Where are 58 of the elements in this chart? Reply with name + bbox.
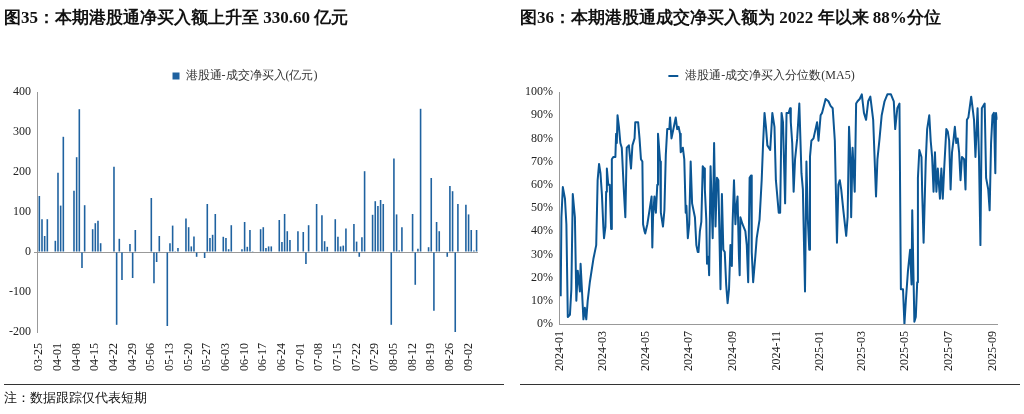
y-tick-label: 40% xyxy=(531,223,553,238)
x-tick-label: 09-02 xyxy=(460,342,475,371)
y-tick-label: 100% xyxy=(525,83,553,98)
x-tick-label: 04-15 xyxy=(87,342,102,371)
y-tick-label: 100 xyxy=(13,203,31,218)
chart-title: 图35：本期港股通净买入额上升至 330.60 亿元 xyxy=(4,8,349,27)
legend-label: 港股通-成交净买入分位数(MA5) xyxy=(685,67,855,82)
x-tick-label: 2025-01 xyxy=(812,330,827,371)
x-tick-label: 2025-05 xyxy=(897,330,912,371)
x-tick-label: 2025-03 xyxy=(853,330,868,371)
y-tick-label: 60% xyxy=(531,176,553,191)
y-tick-label: -200 xyxy=(9,323,31,338)
x-tick-label: 06-17 xyxy=(255,342,270,371)
x-tick-label: 2024-01 xyxy=(552,330,567,371)
y-tick-label: 20% xyxy=(531,269,553,284)
x-tick-label: 07-22 xyxy=(348,342,363,371)
y-tick-label: 300 xyxy=(13,123,31,138)
x-tick-label: 05-06 xyxy=(143,342,158,371)
x-tick-label: 06-10 xyxy=(236,342,251,371)
x-tick-label: 2024-11 xyxy=(768,330,783,371)
x-tick-label: 06-24 xyxy=(274,342,289,371)
y-tick-label: -100 xyxy=(9,283,31,298)
legend-label: 港股通-成交净买入(亿元) xyxy=(185,67,318,82)
text: 注：数据跟踪仅代表短期 xyxy=(4,389,147,405)
x-tick-label: 07-29 xyxy=(367,342,382,371)
x-tick-label: 2024-07 xyxy=(681,330,696,371)
x-tick-label: 05-20 xyxy=(180,342,195,371)
y-tick-label: 80% xyxy=(531,130,553,145)
x-tick-label: 2025-07 xyxy=(940,330,955,371)
x-tick-label: 2024-05 xyxy=(638,330,653,371)
x-tick-label: 06-03 xyxy=(218,342,233,371)
y-tick-label: 200 xyxy=(13,163,31,178)
x-tick-label: 07-15 xyxy=(330,342,345,371)
x-tick-label: 05-13 xyxy=(162,342,177,371)
y-tick-label: 50% xyxy=(531,199,553,214)
y-tick-label: 30% xyxy=(531,246,553,261)
x-tick-label: 03-25 xyxy=(31,342,46,371)
x-tick-label: 07-01 xyxy=(292,342,307,371)
y-tick-label: 90% xyxy=(531,107,553,122)
y-tick-label: 400 xyxy=(13,83,31,98)
x-tick-label: 2025-09 xyxy=(984,330,999,371)
x-tick-label: 2024-03 xyxy=(594,330,609,371)
y-tick-label: 0% xyxy=(537,315,553,330)
x-tick-label: 04-01 xyxy=(50,342,65,371)
x-tick-label: 08-26 xyxy=(442,342,457,371)
x-tick-label: 04-29 xyxy=(124,342,139,371)
y-tick-label: 10% xyxy=(531,292,553,307)
y-tick-label: 70% xyxy=(531,153,553,168)
x-tick-label: 05-27 xyxy=(199,342,214,371)
x-tick-label: 04-08 xyxy=(68,342,83,371)
chart-title: 图36：本期港股通成交净买入额为 2022 年以来 88%分位 xyxy=(520,8,941,27)
x-tick-label: 08-19 xyxy=(423,342,438,371)
x-tick-label: 07-08 xyxy=(311,342,326,371)
x-tick-label: 04-22 xyxy=(106,342,121,371)
x-tick-label: 2024-09 xyxy=(725,330,740,371)
x-tick-label: 08-05 xyxy=(386,342,401,371)
x-tick-label: 08-12 xyxy=(404,342,419,371)
y-tick-label: 0 xyxy=(25,243,31,258)
